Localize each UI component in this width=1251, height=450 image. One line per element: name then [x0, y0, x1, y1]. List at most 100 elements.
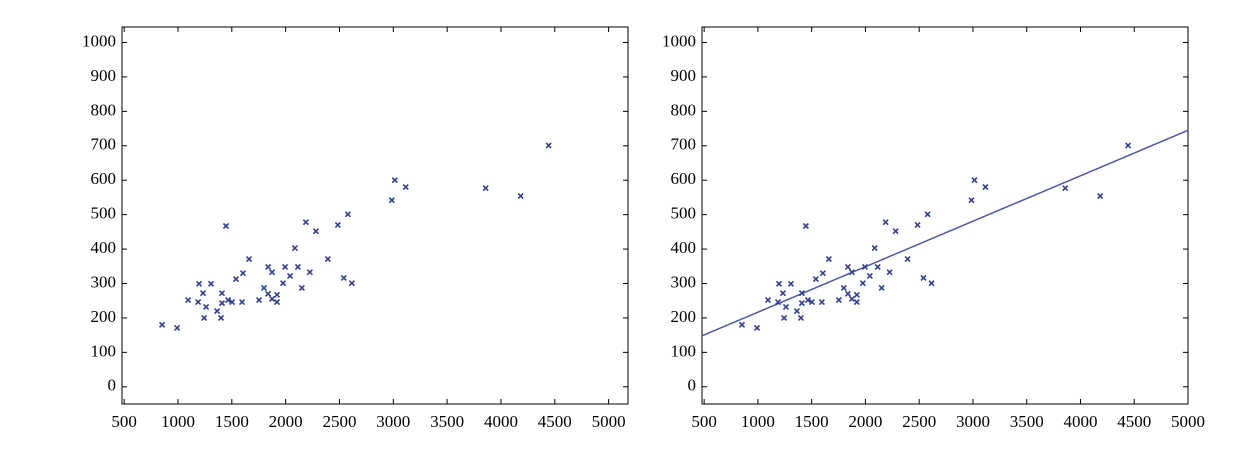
point	[804, 296, 811, 304]
x-tick-label: 2000	[848, 412, 882, 431]
point	[914, 221, 921, 229]
point	[798, 300, 805, 307]
point	[200, 290, 207, 297]
point	[245, 255, 253, 263]
point	[853, 291, 860, 298]
point	[239, 270, 247, 277]
x-tick-label: 2500	[902, 412, 936, 431]
point	[302, 219, 309, 226]
point	[260, 284, 268, 292]
x-tick-label: 3500	[430, 412, 464, 431]
y-tick-label: 700	[91, 135, 117, 154]
point	[207, 280, 215, 287]
x-tick-label: 1000	[161, 412, 195, 431]
point	[482, 185, 489, 192]
y-tick-label: 900	[671, 66, 697, 85]
point	[340, 274, 347, 282]
point	[844, 290, 851, 297]
fit-line	[701, 129, 1189, 337]
x-tick-label: 5000	[1171, 412, 1205, 431]
point	[878, 284, 885, 292]
x-tick-label: 4000	[1063, 412, 1097, 431]
y-tick-label: 400	[91, 238, 117, 257]
y-tick-label: 800	[91, 100, 117, 119]
point	[294, 263, 301, 271]
point	[265, 263, 272, 271]
point	[874, 263, 881, 271]
y-tick-label: 200	[91, 307, 117, 326]
point	[787, 280, 794, 287]
point	[819, 270, 826, 277]
y-tick-label: 800	[671, 100, 697, 119]
point	[818, 299, 825, 306]
point	[840, 284, 847, 292]
point	[291, 244, 298, 252]
point	[780, 314, 788, 321]
point	[861, 263, 868, 271]
x-tick-label: 500	[111, 412, 137, 431]
y-tick-label: 500	[91, 204, 117, 223]
point	[764, 296, 772, 304]
point	[928, 280, 935, 287]
point	[848, 295, 855, 303]
point	[306, 269, 313, 276]
point	[866, 272, 873, 279]
point	[968, 197, 975, 204]
point	[517, 192, 524, 200]
x-tick-label: 1000	[741, 412, 775, 431]
point	[971, 177, 978, 184]
point	[402, 184, 409, 191]
x-tick-label: 3500	[1010, 412, 1044, 431]
point	[324, 255, 331, 263]
point	[298, 284, 305, 292]
x-tick-label: 4000	[484, 412, 518, 431]
point	[1097, 192, 1104, 200]
point	[924, 211, 931, 218]
point	[312, 228, 319, 235]
point	[255, 296, 263, 304]
point	[844, 263, 851, 271]
point	[835, 296, 842, 304]
point	[224, 296, 232, 304]
point	[797, 314, 804, 321]
y-tick-label: 400	[671, 238, 697, 257]
point	[825, 255, 832, 263]
point	[391, 177, 398, 184]
x-tick-label: 1500	[215, 412, 249, 431]
point	[848, 269, 855, 276]
point	[203, 303, 210, 310]
plot-frame	[701, 26, 1189, 405]
point	[213, 307, 221, 315]
point	[279, 280, 287, 287]
point	[217, 314, 225, 321]
point	[793, 307, 801, 315]
point	[774, 299, 782, 306]
point	[344, 211, 351, 218]
point	[282, 263, 289, 271]
point	[286, 272, 294, 279]
y-tick-label: 600	[91, 169, 117, 188]
y-tick-label: 0	[688, 376, 697, 395]
point	[871, 244, 878, 252]
y-tick-label: 1000	[82, 31, 116, 50]
point	[779, 290, 787, 297]
x-tick-label: 1500	[795, 412, 829, 431]
y-tick-label: 0	[108, 376, 117, 395]
point	[174, 324, 181, 331]
point	[195, 299, 202, 306]
point	[334, 221, 341, 229]
point	[859, 280, 866, 287]
x-tick-label: 4500	[1117, 412, 1151, 431]
point	[273, 299, 281, 306]
point	[232, 275, 240, 283]
point	[545, 142, 552, 149]
x-tick-label: 3000	[956, 412, 990, 431]
point	[904, 255, 911, 263]
point	[238, 299, 246, 306]
point	[201, 314, 208, 321]
point	[265, 290, 272, 297]
point	[738, 321, 746, 328]
y-tick-label: 1000	[662, 31, 696, 50]
y-tick-label: 600	[671, 169, 697, 188]
